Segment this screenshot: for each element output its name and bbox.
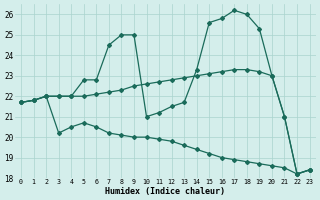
X-axis label: Humidex (Indice chaleur): Humidex (Indice chaleur) bbox=[105, 187, 225, 196]
